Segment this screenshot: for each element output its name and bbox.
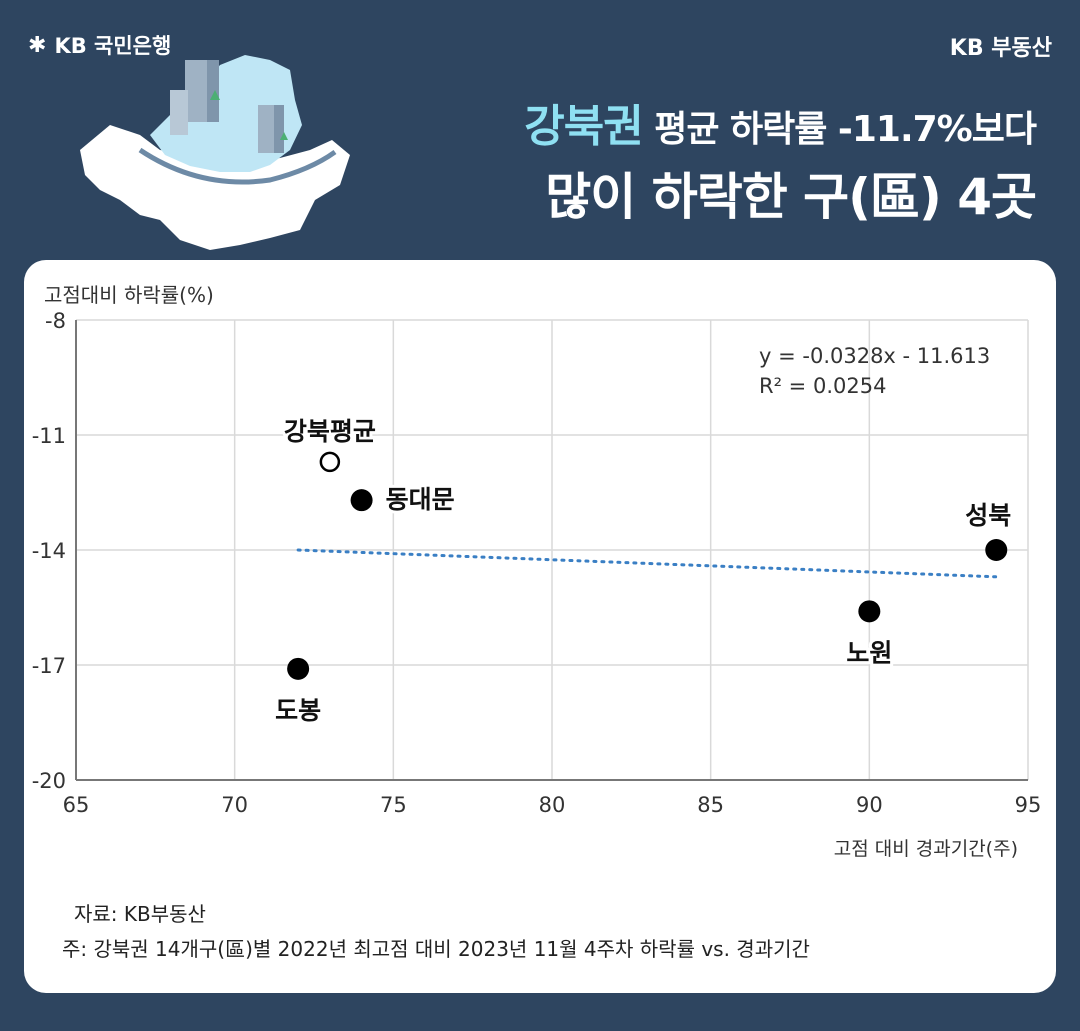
headline-line1-rest: 평균 하락률 -11.7%보다 xyxy=(642,109,1037,150)
seoul-map-illustration xyxy=(80,55,350,250)
footnote: 주: 강북권 14개구(區)별 2022년 최고점 대비 2023년 11월 4… xyxy=(62,937,810,961)
data-point xyxy=(858,600,881,623)
y-axis-label: 고점대비 하락률(%) xyxy=(44,283,214,307)
y-tick-label: -20 xyxy=(32,769,66,793)
x-tick-label: 65 xyxy=(63,793,90,817)
source-note: 자료: KB부동산 xyxy=(74,902,206,926)
x-tick-label: 70 xyxy=(221,793,248,817)
y-tick-label: -11 xyxy=(32,424,66,448)
y-tick-label: -14 xyxy=(32,539,66,563)
chart-card: 65 70 75 80 85 90 95 -8 -11 -14 -17 -20 고점대비 하락률(%) 고… xyxy=(24,260,1056,993)
x-tick-label: 85 xyxy=(697,793,724,817)
x-tick-label: 95 xyxy=(1015,793,1042,817)
headline-highlight: 강북권 xyxy=(524,101,643,152)
headline: 강북권 평균 하락률 -11.7%보다 많이 하락한 구(區) 4곳 xyxy=(524,95,1037,232)
kb-real-estate-brand: KB 부동산 xyxy=(949,36,1052,61)
point-label: 노원 xyxy=(846,638,892,667)
trendline xyxy=(296,548,998,579)
data-point-average xyxy=(319,451,341,473)
point-label: 강북평균 xyxy=(284,417,376,446)
kb-star-icon: ✱ xyxy=(28,32,47,58)
kb-bank-logo: ✱ KB 국민은행 xyxy=(28,30,171,60)
x-tick-label: 90 xyxy=(856,793,883,817)
x-tick-label: 80 xyxy=(539,793,566,817)
kb-bank-logo-text: KB 국민은행 xyxy=(54,34,172,58)
point-label: 동대문 xyxy=(386,485,455,514)
point-label: 성북 xyxy=(965,501,1011,530)
data-point xyxy=(287,657,310,680)
y-tick-label: -8 xyxy=(45,309,66,333)
headline-line1: 강북권 평균 하락률 -11.7%보다 xyxy=(524,95,1037,162)
point-label: 도봉 xyxy=(275,696,321,725)
y-tick-label: -17 xyxy=(32,654,66,678)
scatter-chart: 65 70 75 80 85 90 95 -8 -11 -14 -17 -20 고점대비 하락률(%) 고… xyxy=(32,283,1042,860)
data-point xyxy=(350,489,373,512)
headline-line2: 많이 하락한 구(區) 4곳 xyxy=(545,168,1037,226)
x-tick-label: 75 xyxy=(380,793,407,817)
data-point xyxy=(985,539,1008,561)
x-axis-label: 고점 대비 경과기간(주) xyxy=(834,838,1018,860)
trend-equation: y = -0.0328x - 11.613 xyxy=(759,344,990,368)
r-squared: R² = 0.0254 xyxy=(759,374,886,398)
